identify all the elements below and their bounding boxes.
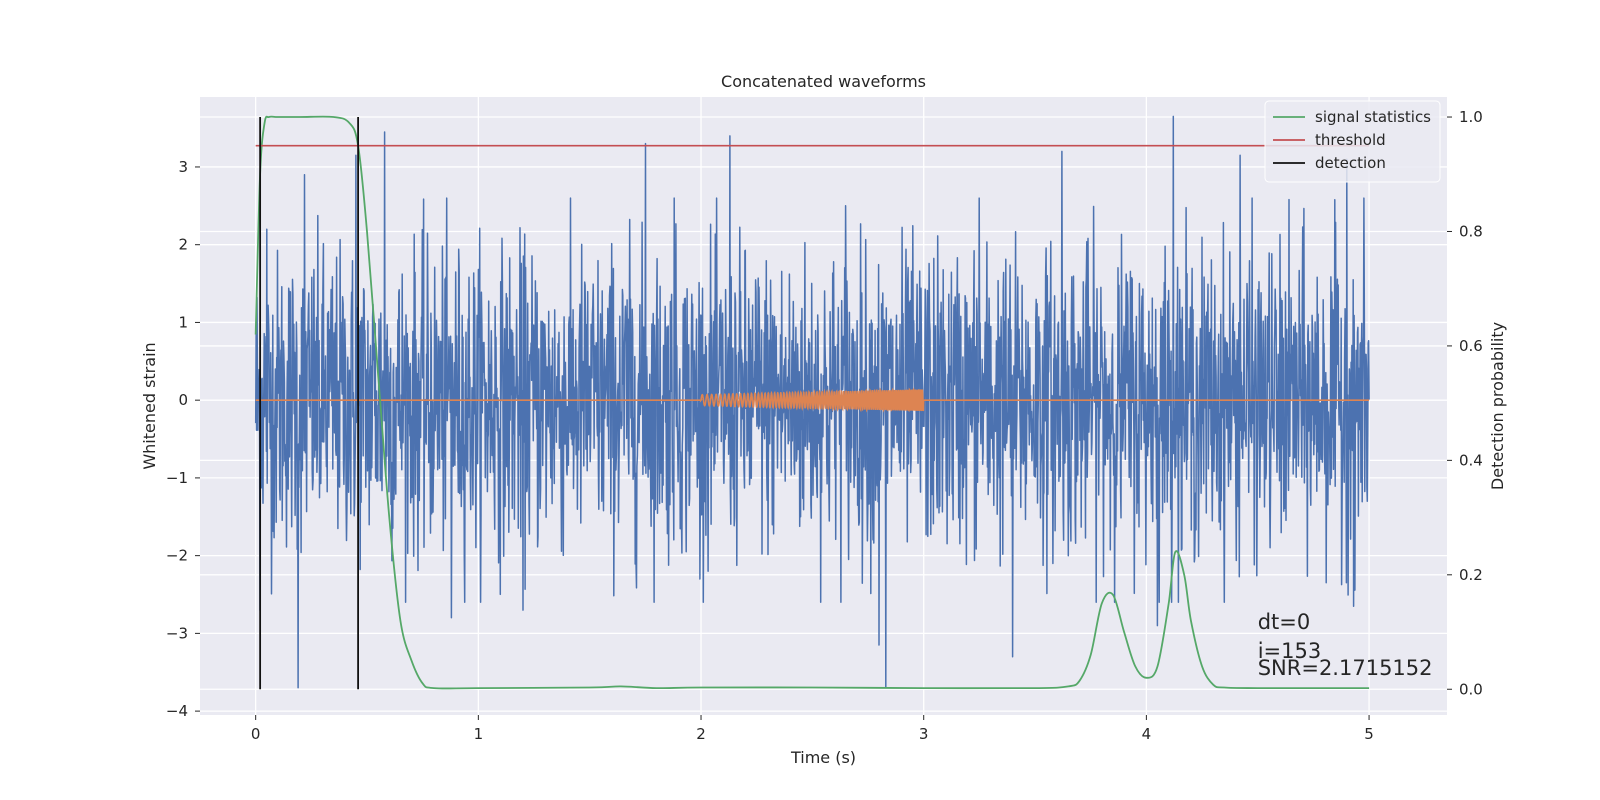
- y-tick-label: 1: [178, 313, 188, 331]
- legend-label: threshold: [1315, 131, 1386, 149]
- legend: signal statistics threshold detection: [1264, 100, 1441, 183]
- chart-title: Concatenated waveforms: [721, 72, 926, 91]
- y-tick-label: −1: [166, 469, 188, 487]
- y2-tick-label: 0.6: [1459, 337, 1483, 355]
- x-axis-label: Time (s): [790, 748, 856, 767]
- y2-tick-label: 0.2: [1459, 566, 1483, 584]
- legend-box: [1264, 100, 1441, 183]
- annotation-text: i=153: [1258, 639, 1322, 663]
- y2-tick-label: 1.0: [1459, 108, 1483, 126]
- y2-tick-label: 0.0: [1459, 680, 1483, 698]
- x-tick-label: 3: [919, 725, 929, 743]
- y-axis-label: Whitened strain: [140, 342, 159, 469]
- legend-label: detection: [1315, 154, 1386, 172]
- tick-labels: 0 1 2 3 4 5 −4 −3 −2 −1 0 1 2 3 0.0 0.2 0.4 0.6 0.8 1.0: [166, 108, 1483, 743]
- annotation-text: dt=0: [1258, 610, 1311, 634]
- x-tick-label: 1: [474, 725, 484, 743]
- y2-tick-label: 0.4: [1459, 451, 1483, 469]
- y-tick-label: 3: [178, 158, 188, 176]
- y-tick-label: −2: [166, 547, 188, 565]
- x-tick-label: 2: [696, 725, 706, 743]
- strain-noise-line: [254, 115, 1370, 689]
- y-tick-label: 2: [178, 236, 188, 254]
- y2-axis-label: Detection probability: [1488, 322, 1507, 490]
- injected-signal-line: [255, 387, 1370, 413]
- annotation-text: SNR=2.1715152: [1258, 656, 1433, 680]
- y-tick-label: −4: [166, 702, 188, 720]
- x-tick-label: 4: [1142, 725, 1152, 743]
- x-tick-label: 5: [1364, 725, 1374, 743]
- y-tick-label: −3: [166, 624, 188, 642]
- x-tick-label: 0: [251, 725, 261, 743]
- legend-label: signal statistics: [1315, 108, 1431, 126]
- y-tick-label: 0: [178, 391, 188, 409]
- series-layer: [254, 115, 1370, 690]
- signal-statistics-line: [254, 115, 1370, 690]
- y2-tick-label: 0.8: [1459, 222, 1483, 240]
